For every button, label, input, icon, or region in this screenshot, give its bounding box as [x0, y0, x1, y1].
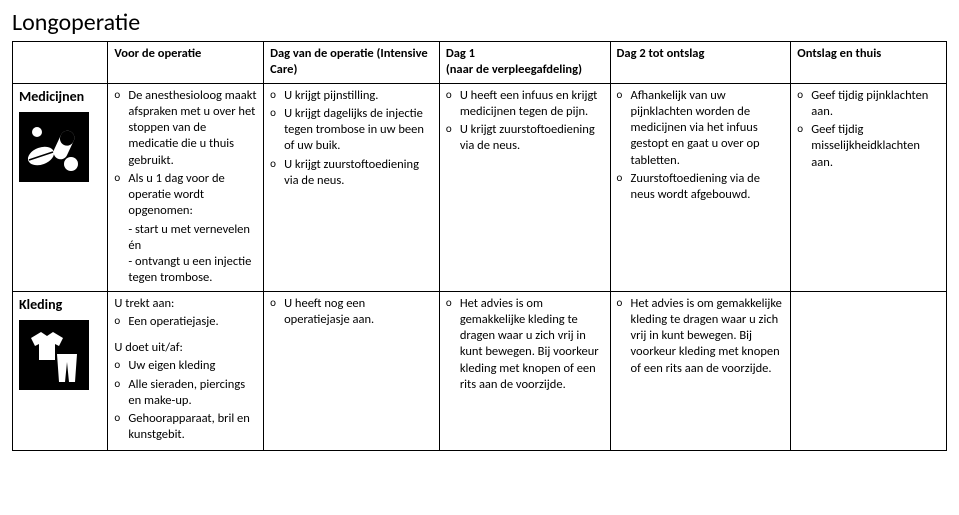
list-item: U krijgt dagelijks de injectie tegen tro… — [270, 106, 433, 155]
header-col-4: Dag 2 tot ontslag — [610, 42, 791, 84]
table-row: Kleding U trekt aan: Een operatiejasje. … — [13, 291, 947, 450]
list-item: U krijgt pijnstilling. — [270, 88, 433, 104]
list-item: U krijgt zuurstoftoediening via de neus. — [446, 122, 604, 155]
cell-list: Een operatiejasje. — [114, 314, 257, 330]
cell-list: U krijgt pijnstilling. U krijgt dagelijk… — [270, 88, 433, 190]
list-item: U heeft nog een operatiejasje aan. — [270, 296, 433, 329]
sub-item: - start u met vernevelen én — [114, 222, 257, 255]
list-item: De anesthesioloog maakt afspraken met u … — [114, 88, 257, 169]
empty-cell — [791, 291, 947, 450]
cell-list: Afhankelijk van uw pijnklachten worden d… — [617, 88, 785, 204]
header-empty — [13, 42, 108, 84]
pills-icon — [19, 112, 89, 182]
list-item: Alle sieraden, piercings en make-up. — [114, 377, 257, 410]
list-item: Zuurstoftoediening via de neus wordt afg… — [617, 171, 785, 204]
cell-list: Uw eigen kleding Alle sieraden, piercing… — [114, 358, 257, 443]
row-label-kleding: Kleding — [19, 296, 101, 314]
header-col-3: Dag 1 (naar de verpleegafdeling) — [439, 42, 610, 84]
list-item: U krijgt zuurstoftoediening via de neus. — [270, 157, 433, 190]
list-item: Uw eigen kleding — [114, 358, 257, 374]
list-item: Geef tijdig misselijkheidklachten aan. — [797, 122, 940, 171]
cell-list: U heeft nog een operatiejasje aan. — [270, 296, 433, 329]
header-col-1: Voor de operatie — [108, 42, 264, 84]
care-table: Voor de operatie Dag van de operatie (In… — [12, 41, 947, 451]
cell-list: Geef tijdig pijnklachten aan. Geef tijdi… — [797, 88, 940, 171]
table-row: Medicijnen De anesthesioloog maakt a — [13, 83, 947, 291]
list-item: Gehoorapparaat, bril en kunstgebit. — [114, 411, 257, 444]
header-col-5: Ontslag en thuis — [791, 42, 947, 84]
clothes-icon — [19, 320, 89, 390]
page-title: Longoperatie — [12, 8, 947, 37]
cell-list: Het advies is om gemakkelijke kleding te… — [446, 296, 604, 394]
header-col-2: Dag van de operatie (Intensive Care) — [264, 42, 440, 84]
list-item: U heeft een infuus en krijgt medicijnen … — [446, 88, 604, 121]
cell-list: De anesthesioloog maakt afspraken met u … — [114, 88, 257, 220]
list-item: Geef tijdig pijnklachten aan. — [797, 88, 940, 121]
intro-text: U doet uit/af: — [114, 340, 257, 356]
list-item: Afhankelijk van uw pijnklachten worden d… — [617, 88, 785, 169]
sub-item: - ontvangt u een injectie tegen trombose… — [114, 254, 257, 287]
list-item: Een operatiejasje. — [114, 314, 257, 330]
list-item: Als u 1 dag voor de operatie wordt opgen… — [114, 171, 257, 220]
row-label-medicijnen: Medicijnen — [19, 88, 101, 106]
cell-list: Het advies is om gemakkelijke kleding te… — [617, 296, 785, 377]
cell-list: U heeft een infuus en krijgt medicijnen … — [446, 88, 604, 155]
intro-text: U trekt aan: — [114, 296, 257, 312]
list-item: Het advies is om gemakkelijke kleding te… — [617, 296, 785, 377]
list-item: Het advies is om gemakkelijke kleding te… — [446, 296, 604, 394]
